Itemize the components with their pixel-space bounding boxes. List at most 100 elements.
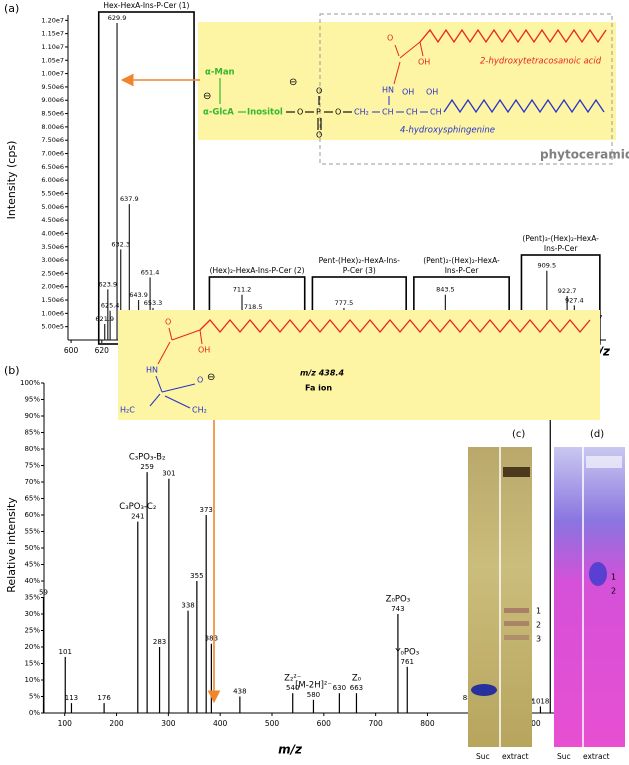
atom: O — [316, 131, 322, 140]
y-tick-label: 4.00e6 — [41, 229, 64, 237]
bond — [393, 61, 401, 85]
atom: P — [316, 108, 321, 117]
x-tick-label: 200 — [109, 719, 124, 728]
y-tick-label: 30% — [24, 610, 40, 618]
y-tick-label: 7.50e6 — [41, 136, 64, 144]
fatty-chain — [419, 28, 607, 44]
lane-label: Suc — [476, 752, 490, 761]
lane-label: extract — [583, 752, 610, 761]
peak-label: 283 — [153, 638, 166, 646]
y-tick-label: 95% — [24, 396, 40, 404]
base-chain — [443, 98, 605, 114]
peak-label: 743 — [391, 605, 404, 613]
chain-name: 2-hydroxytetracosanoic acid — [480, 57, 602, 67]
x-tick-label: 500 — [265, 719, 280, 728]
bond — [161, 383, 196, 393]
atom: OH — [418, 58, 430, 67]
y-axis-title: Intensity (cps) — [5, 141, 18, 220]
fatty-chain — [199, 318, 591, 334]
peak-label: 761 — [401, 658, 414, 666]
band-label: 1 — [611, 573, 616, 582]
band — [504, 635, 529, 640]
y-tick-label: 8.00e6 — [41, 123, 64, 131]
band-label: 3 — [536, 635, 541, 644]
band-label: 1 — [536, 607, 541, 616]
y-tick-label: 15% — [24, 660, 40, 668]
ion-label: Z₀ — [352, 674, 362, 684]
charge: ⊖ — [207, 372, 215, 383]
atom: CH — [430, 108, 442, 117]
bond — [164, 395, 191, 409]
peak-label: 621.9 — [95, 315, 114, 323]
peak-label: 176 — [97, 694, 111, 702]
peak-label: 338 — [181, 602, 194, 610]
y-tick-label: 3.50e6 — [41, 243, 64, 251]
tlc-c: (c) 1 2 3 Suc extract — [468, 429, 541, 761]
y-tick-label: 8.50e6 — [41, 110, 64, 118]
atom: H₂C — [120, 406, 135, 415]
y-tick-label: 70% — [24, 478, 40, 486]
peak-label: 643.9 — [129, 291, 148, 299]
atom: OH — [198, 346, 210, 355]
ion-label: C₃PO₃-C₂ — [119, 502, 156, 512]
bond — [168, 327, 173, 341]
peak-label: 718.5 — [244, 303, 263, 311]
region-label: (Pent)₃-(Hex)₂-HexA- — [522, 234, 599, 243]
peak-label: 383 — [205, 635, 218, 643]
dashed-box — [319, 13, 613, 165]
y-tick-label: 5% — [29, 693, 40, 701]
y-tick-label: 100% — [20, 379, 40, 387]
x-tick-label: 100 — [58, 719, 73, 728]
y-tick-label: 65% — [24, 495, 40, 503]
y-tick-label: 20% — [24, 643, 40, 651]
y-tick-label: 80% — [24, 445, 40, 453]
peak-label: 101 — [59, 648, 72, 656]
region-label: (Hex)₂-HexA-Ins-P-Cer (2) — [210, 266, 305, 275]
peak-label: 630 — [333, 684, 346, 692]
y-tick-label: 5.00e5 — [41, 323, 64, 331]
y-tick-label: 1.00e6 — [41, 309, 64, 317]
y-tick-label: 25% — [24, 627, 40, 635]
structure-b: O OH HN O ⊖ H₂C CH₂ m/z 438.4 Fa ion — [118, 310, 600, 704]
ion-mass: m/z 438.4 — [300, 369, 344, 378]
y-tick-label: 90% — [24, 412, 40, 420]
band — [504, 608, 529, 613]
peak-label: 632.3 — [111, 240, 130, 248]
ion-label: [M-2H]²⁻ — [295, 680, 332, 690]
region-label: (Pent)₂-(Hex)₂-HexA- — [423, 256, 500, 265]
bond — [157, 341, 171, 365]
y-tick-label: 7.00e6 — [41, 150, 64, 158]
peak-label: 927.4 — [565, 296, 584, 304]
peak-label: 259 — [140, 463, 153, 471]
peak-label: 59 — [39, 589, 48, 597]
y-tick-label: 1.20e7 — [41, 16, 64, 24]
peak-label: 625.4 — [101, 302, 120, 310]
x-tick-label: 800 — [420, 719, 435, 728]
y-tick-label: 5.50e6 — [41, 189, 64, 197]
peak-label: 623.9 — [99, 280, 118, 288]
peak-label: 777.5 — [335, 299, 354, 307]
lane-label: extract — [502, 752, 529, 761]
y-tick-label: 55% — [24, 528, 40, 536]
y-axis-title: Relative intensity — [5, 497, 18, 593]
peak-label: 637.9 — [120, 195, 139, 203]
region-label: Ins-P-Cer — [445, 266, 479, 275]
bond — [155, 375, 163, 393]
bond — [199, 329, 203, 345]
peak-label: 113 — [65, 694, 78, 702]
atom: CH₂ — [192, 406, 207, 415]
y-tick-label: 1.50e6 — [41, 296, 64, 304]
atom: HN — [146, 366, 158, 375]
chain-name: 4-hydroxysphingenine — [400, 126, 495, 136]
peak-label: 580 — [307, 691, 320, 699]
y-tick-label: 6.50e6 — [41, 163, 64, 171]
panel-label: (d) — [590, 429, 604, 440]
peak-label: 909.5 — [538, 262, 557, 270]
peak-label: 241 — [131, 513, 144, 521]
y-tick-label: 4.50e6 — [41, 216, 64, 224]
peak-label: 301 — [162, 470, 175, 478]
group-name: phytoceramide — [540, 148, 629, 162]
y-tick-label: 2.00e6 — [41, 283, 64, 291]
band — [504, 621, 529, 626]
